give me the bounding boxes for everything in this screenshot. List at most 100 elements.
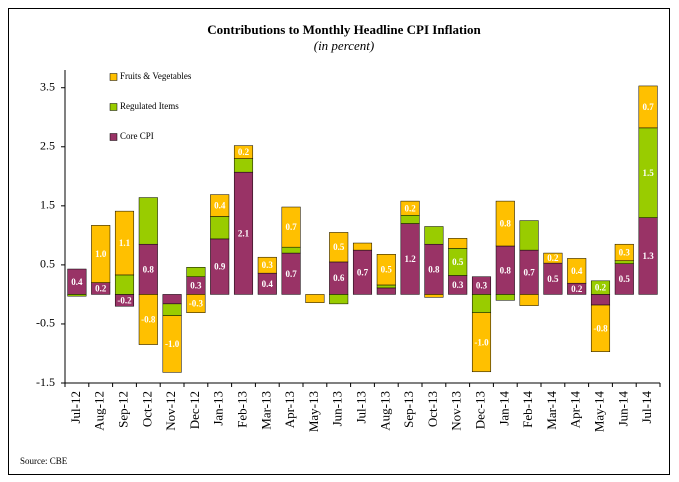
bar-segment (114, 274, 135, 295)
bar-segment (543, 252, 563, 264)
x-tick-label: Feb-14 (520, 391, 535, 428)
bar-segment (162, 315, 182, 373)
bar-segment (424, 226, 444, 245)
bar-segment (186, 294, 206, 313)
y-tick-label: 0.5 (40, 257, 55, 271)
bar-segment (376, 287, 396, 295)
x-tick-label: Sep-13 (401, 391, 416, 428)
data-label: 1.1 (119, 238, 131, 248)
data-label: 0.5 (381, 265, 393, 275)
data-label: 0.2 (404, 203, 416, 213)
bar-segment (281, 246, 301, 254)
data-label: 0.3 (476, 281, 488, 291)
data-label: 0.2 (571, 284, 583, 294)
data-label: 0.3 (619, 248, 631, 258)
data-label: 0.7 (523, 267, 535, 277)
data-label: 0.9 (214, 262, 226, 272)
bar-segment (376, 284, 396, 289)
data-label: 0.5 (547, 274, 559, 284)
bar-segment (329, 232, 349, 263)
x-tick-label: Apr-14 (568, 391, 583, 429)
bar-segment (590, 294, 611, 306)
data-label: 0.4 (571, 266, 583, 276)
y-tick-label: -1.5 (36, 375, 55, 389)
x-tick-label: Sep-12 (115, 391, 130, 428)
y-tick-label: 1.5 (40, 198, 55, 212)
data-label: 1.2 (404, 254, 416, 264)
bar-segment (400, 200, 420, 216)
x-tick-label: Mar-14 (544, 391, 559, 430)
data-label: 0.7 (285, 269, 297, 279)
bar-segment (138, 294, 158, 345)
chart-title: Contributions to Monthly Headline CPI In… (207, 22, 481, 37)
x-tick-label: Mar-13 (258, 391, 273, 430)
bar-segment (614, 260, 634, 264)
data-label: -0.2 (117, 295, 132, 305)
bar-segment (67, 294, 87, 297)
data-label: 0.3 (262, 260, 274, 270)
x-tick-label: Dec-13 (472, 391, 487, 429)
bar-segment (448, 238, 468, 249)
x-tick-label: Nov-13 (449, 391, 464, 431)
bar-segment (590, 304, 611, 352)
y-tick-label: -0.5 (36, 316, 55, 330)
x-tick-label: Dec-12 (187, 391, 202, 429)
bar-segment (162, 303, 182, 316)
y-tick-label: 2.5 (40, 139, 55, 153)
source-note: Source: CBE (20, 456, 68, 466)
bar-segment (233, 158, 254, 173)
bar-segment (91, 225, 111, 283)
bar-segment (305, 294, 325, 303)
bar-segment (495, 200, 515, 247)
y-tick-label: 3.5 (40, 79, 55, 93)
data-label: 0.5 (619, 274, 631, 284)
bar-segment (281, 206, 301, 248)
data-label: 0.6 (333, 273, 345, 283)
legend-label: Fruits & Vegetables (120, 71, 192, 81)
x-tick-label: Jan-13 (211, 391, 226, 426)
bar-segment (210, 194, 230, 217)
data-label: 0.7 (285, 222, 297, 232)
bar-segment (329, 294, 349, 305)
bar-segment (233, 145, 254, 159)
data-label: 0.8 (500, 265, 512, 275)
data-label: 0.7 (357, 267, 369, 277)
chart-subtitle: (in percent) (314, 38, 375, 53)
x-tick-label: Jul-14 (639, 391, 654, 424)
data-label: 0.4 (262, 279, 274, 289)
data-label: 0.5 (333, 242, 345, 252)
data-label: 0.2 (547, 253, 559, 263)
x-tick-label: Jun-14 (615, 391, 630, 427)
bar-segment (114, 210, 135, 276)
x-tick-label: May-13 (306, 391, 321, 432)
data-label: -1.0 (474, 337, 489, 347)
x-tick-label: Jul-13 (353, 391, 368, 424)
data-label: 0.8 (143, 264, 155, 274)
data-label: 0.4 (214, 201, 226, 211)
data-label: 0.7 (642, 102, 654, 112)
bar-segment (162, 294, 182, 305)
data-label: 0.2 (238, 147, 250, 157)
data-label: -0.8 (593, 323, 608, 333)
bar-segment (590, 280, 611, 295)
data-label: 1.3 (642, 251, 654, 261)
bar-segment (352, 242, 373, 251)
data-label: 0.5 (452, 257, 464, 267)
bar-segment (638, 85, 658, 129)
data-label: 1.0 (95, 249, 107, 259)
bar-segment (471, 294, 492, 313)
legend-swatch (109, 73, 118, 81)
x-tick-label: Oct-12 (139, 391, 154, 427)
x-tick-label: Feb-13 (234, 391, 249, 428)
x-tick-label: Jan-14 (496, 391, 511, 426)
x-tick-label: Aug-13 (377, 391, 392, 431)
x-tick-label: Nov-12 (163, 391, 178, 431)
bar-segment (257, 256, 277, 274)
legend-label: Regulated Items (120, 101, 179, 111)
bar-segment (614, 243, 634, 262)
data-label: 0.3 (190, 281, 202, 291)
data-label: -1.0 (165, 339, 180, 349)
data-label: 0.2 (595, 283, 607, 293)
legend-label: Core CPI (120, 131, 154, 141)
